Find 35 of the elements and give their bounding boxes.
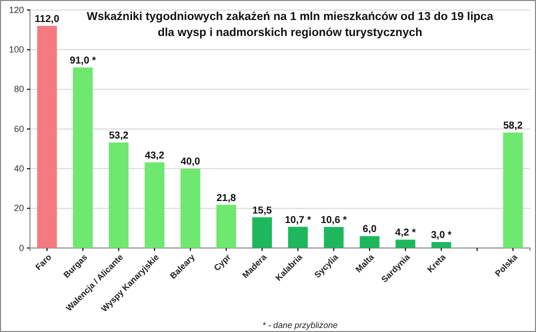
data-label: 10,7 *	[284, 214, 312, 226]
bar	[360, 236, 380, 248]
data-label: 91,0 *	[70, 56, 96, 67]
data-label: 15,5	[252, 205, 272, 216]
data-label: 6,0	[362, 224, 377, 236]
bar	[503, 132, 523, 248]
bar	[108, 142, 129, 248]
bar	[216, 204, 236, 248]
y-tick-label: 40	[14, 164, 24, 174]
y-tick-label: 80	[14, 84, 24, 94]
y-tick-label: 100	[8, 44, 24, 55]
y-tick-label: 0	[18, 242, 24, 253]
y-tick-label: 120	[8, 4, 24, 15]
data-label: 43,2	[144, 150, 165, 162]
data-label: 112,0	[34, 14, 60, 25]
data-label: 58,2	[503, 120, 524, 132]
bar	[252, 217, 272, 248]
data-label: 40,0	[180, 156, 201, 168]
data-label: 53,2	[108, 130, 129, 142]
bar	[324, 226, 344, 248]
data-label: 4,2 *	[395, 228, 416, 239]
data-label: 3,0 *	[431, 230, 452, 242]
bar	[37, 26, 57, 248]
data-label: 10,6 *	[320, 214, 347, 226]
y-tick-label: 60	[14, 124, 24, 134]
y-tick-label: 20	[14, 203, 24, 214]
data-label: 21,8	[216, 192, 236, 204]
text: * - dane przybliżone	[262, 320, 338, 330]
bar	[180, 168, 200, 248]
bar	[396, 240, 416, 248]
text: Wskaźniki tygodniowych zakażeń na 1 mln mieszkańców od 13 do 19 lipca dla wysp i nadmorskich regionów turystycznych	[86, 11, 494, 39]
bar	[288, 226, 308, 248]
bar	[431, 242, 452, 248]
bar	[144, 162, 164, 248]
bar	[73, 68, 93, 248]
